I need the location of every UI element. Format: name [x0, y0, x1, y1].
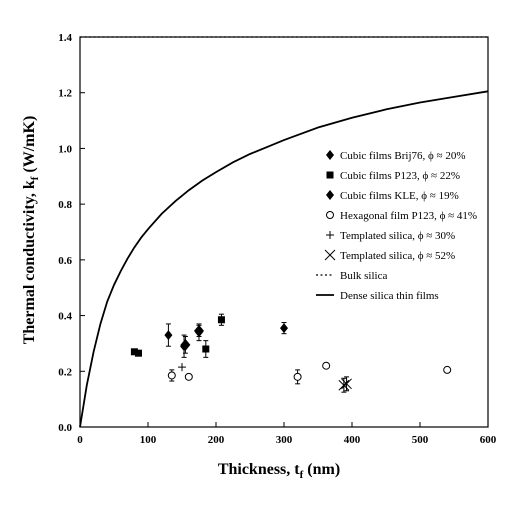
dense-silica-curve: [79, 90, 489, 428]
legend-label: Templated silica, ϕ ≈ 30%: [340, 230, 455, 242]
legend-label: Cubic films KLE, ϕ ≈ 19%: [340, 190, 459, 202]
x-tick-label: 300: [276, 434, 293, 446]
ticks: 0 100 200 300 400 500 600 0.0 0.2 0.4 0.6 0.8 1.0 1.2…: [58, 32, 497, 446]
x-tick-label: 500: [412, 434, 429, 446]
legend-entry: Hexagonal film P123, ϕ ≈ 41%: [326, 210, 477, 222]
legend-entry: Cubic films Brij76, ϕ ≈ 20%: [326, 150, 466, 162]
x-axis-title: Thickness, tf (nm): [218, 461, 340, 481]
y-axis-title-main: Thermal conductivity, k: [21, 180, 38, 344]
diamond-marker: [180, 338, 191, 351]
reference-lines: [79, 36, 489, 428]
legend-label: Hexagonal film P123, ϕ ≈ 41%: [340, 210, 477, 222]
legend-label: Bulk silica: [340, 270, 387, 282]
legend-entry: Templated silica, ϕ ≈ 30%: [326, 230, 455, 242]
legend-entry: Cubic films KLE, ϕ ≈ 19%: [326, 190, 459, 202]
data-point: [202, 345, 210, 353]
circle-marker: [326, 211, 334, 219]
data-point: [217, 316, 225, 324]
data-point: [167, 371, 176, 380]
cross-marker-b: [341, 378, 352, 390]
data-point: [443, 365, 452, 374]
data-point: [180, 338, 191, 351]
legend-entry: Cubic films P123, ϕ ≈ 22%: [326, 170, 460, 182]
data-point: [184, 372, 193, 381]
diamond-marker: [164, 330, 173, 341]
x-tick-label: 600: [480, 434, 497, 446]
y-axis-title-unit: (W/mK): [21, 116, 38, 177]
diamond-marker: [280, 323, 288, 334]
circle-marker: [184, 372, 193, 381]
legend-swatch: [326, 231, 334, 239]
y-tick-label: 0.6: [58, 255, 72, 267]
y-axis-title: Thermal conductivity, kf (W/mK): [21, 116, 41, 345]
square-marker: [326, 171, 334, 179]
square-marker: [202, 345, 210, 353]
circle-marker: [322, 361, 331, 370]
data-point: [194, 324, 204, 337]
cross-marker-b: [324, 249, 336, 261]
diamond-marker: [194, 324, 204, 337]
legend-entry: Templated silica, ϕ ≈ 52%: [324, 249, 455, 262]
legend-swatch: [326, 211, 334, 219]
square-marker: [134, 349, 142, 357]
square-marker: [130, 348, 138, 356]
circle-marker: [167, 371, 176, 380]
data-point: [280, 323, 288, 334]
data-point: [130, 348, 138, 356]
data-point: [164, 330, 173, 341]
x-tick-label: 0: [77, 434, 83, 446]
cross-marker-b: [338, 379, 350, 391]
legend-swatch: [326, 171, 334, 179]
x-axis-title-main: Thickness, t: [218, 461, 300, 478]
y-tick-label: 0.4: [58, 311, 72, 323]
data-point: [338, 379, 350, 391]
y-tick-label: 0.8: [58, 199, 72, 211]
x-tick-label: 400: [344, 434, 361, 446]
x-tick-label: 100: [140, 434, 157, 446]
circle-marker: [443, 365, 452, 374]
legend-swatch: [326, 190, 334, 200]
data-point: [134, 349, 142, 357]
legend-label: Templated silica, ϕ ≈ 52%: [340, 250, 455, 262]
data-points: [130, 313, 452, 393]
x-tick-label: 200: [208, 434, 225, 446]
legend-swatch: [324, 249, 336, 261]
data-point: [293, 372, 302, 381]
square-marker: [217, 316, 225, 324]
y-tick-label: 0.0: [58, 422, 72, 434]
circle-marker: [293, 372, 302, 381]
legend-label: Cubic films P123, ϕ ≈ 22%: [340, 170, 460, 182]
legend: Cubic films Brij76, ϕ ≈ 20% Cubic films P…: [316, 150, 477, 302]
data-point: [322, 361, 331, 370]
diamond-marker: [326, 190, 334, 200]
y-tick-label: 1.4: [58, 32, 72, 44]
legend-swatch: [326, 150, 334, 160]
diamond-marker: [326, 150, 334, 160]
x-axis-title-unit: (nm): [303, 461, 340, 478]
legend-entry: Dense silica thin films: [316, 290, 439, 302]
y-axis-title-sub: f: [29, 176, 41, 180]
data-point: [341, 378, 352, 390]
legend-label: Cubic films Brij76, ϕ ≈ 20%: [340, 150, 466, 162]
y-tick-label: 1.0: [58, 143, 72, 155]
data-point: [178, 363, 186, 372]
x-axis-title-sub: f: [300, 469, 304, 481]
y-tick-label: 0.2: [58, 366, 72, 378]
legend-label: Dense silica thin films: [340, 290, 439, 302]
legend-entry: Bulk silica: [316, 270, 387, 282]
y-tick-label: 1.2: [58, 88, 72, 100]
